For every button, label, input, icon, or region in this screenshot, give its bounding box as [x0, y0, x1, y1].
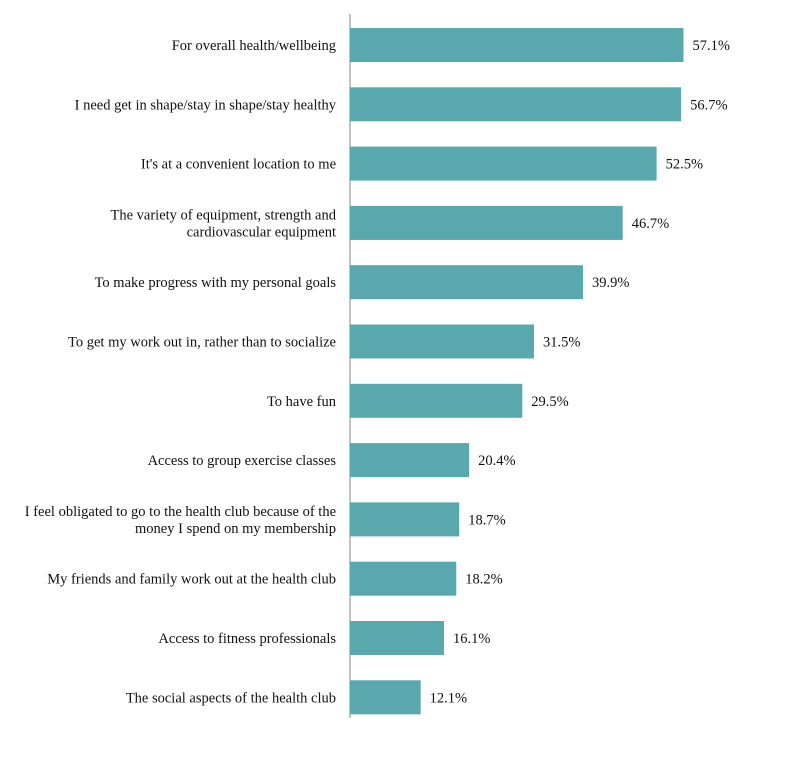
category-label-line: Access to group exercise classes	[148, 453, 337, 469]
value-label-4: 46.7%	[632, 216, 669, 232]
bar-12	[350, 680, 421, 715]
value-label-9: 18.7%	[468, 512, 505, 528]
bar-1	[350, 28, 684, 62]
bar-8	[350, 443, 470, 478]
bar-2	[350, 87, 682, 122]
category-label-1: For overall health/wellbeing	[172, 38, 336, 54]
value-label-3: 52.5%	[666, 157, 703, 173]
value-labels-group: 57.1% 56.7% 52.5% 46.7% 39.9% 31.5% 29.5% 20.4%…	[430, 38, 730, 706]
category-label-6: To get my work out in, rather than to so…	[68, 335, 336, 351]
value-label-6: 31.5%	[543, 335, 580, 351]
value-label-12: 12.1%	[430, 690, 467, 706]
category-label-line: money I spend on my membership	[135, 521, 336, 537]
bar-7	[350, 383, 523, 418]
value-label-11: 16.1%	[453, 631, 490, 647]
bar-10	[350, 561, 457, 596]
category-label-line: I need get in shape/stay in shape/stay h…	[75, 97, 337, 113]
value-label-2: 56.7%	[690, 97, 727, 113]
category-label-9: I feel obligated to go to the health clu…	[25, 504, 336, 537]
category-label-7: To have fun	[267, 394, 337, 410]
category-label-12: The social aspects of the health club	[126, 690, 336, 706]
category-label-2: I need get in shape/stay in shape/stay h…	[75, 97, 337, 113]
category-label-line: cardiovascular equipment	[187, 224, 336, 240]
value-label-5: 39.9%	[592, 275, 629, 291]
bars-group	[350, 28, 684, 715]
bar-5	[350, 265, 584, 300]
category-label-11: Access to fitness professionals	[158, 631, 336, 647]
value-label-1: 57.1%	[692, 38, 729, 54]
category-label-line: It's at a convenient location to me	[141, 157, 336, 173]
category-label-8: Access to group exercise classes	[148, 453, 337, 469]
category-labels-group: For overall health/wellbeing I need get i…	[25, 38, 337, 706]
bar-3	[350, 146, 657, 181]
value-label-10: 18.2%	[465, 572, 502, 588]
value-label-8: 20.4%	[478, 453, 515, 469]
bar-4	[350, 205, 623, 240]
bar-6	[350, 324, 534, 359]
category-label-line: To have fun	[267, 394, 337, 410]
category-label-line: My friends and family work out at the he…	[47, 572, 336, 588]
category-label-line: For overall health/wellbeing	[172, 38, 336, 54]
category-label-line: The variety of equipment, strength and	[111, 207, 337, 223]
bar-11	[350, 621, 445, 655]
category-label-line: To get my work out in, rather than to so…	[68, 335, 336, 351]
category-label-10: My friends and family work out at the he…	[47, 572, 336, 588]
category-label-line: Access to fitness professionals	[158, 631, 336, 647]
category-label-5: To make progress with my personal goals	[95, 275, 337, 291]
category-label-line: The social aspects of the health club	[126, 690, 336, 706]
bar-9	[350, 502, 460, 537]
category-label-3: It's at a convenient location to me	[141, 157, 336, 173]
category-label-line: To make progress with my personal goals	[95, 275, 337, 291]
category-label-4: The variety of equipment, strength and ca…	[111, 207, 337, 240]
value-label-7: 29.5%	[531, 394, 568, 410]
category-label-line: I feel obligated to go to the health clu…	[25, 504, 336, 520]
